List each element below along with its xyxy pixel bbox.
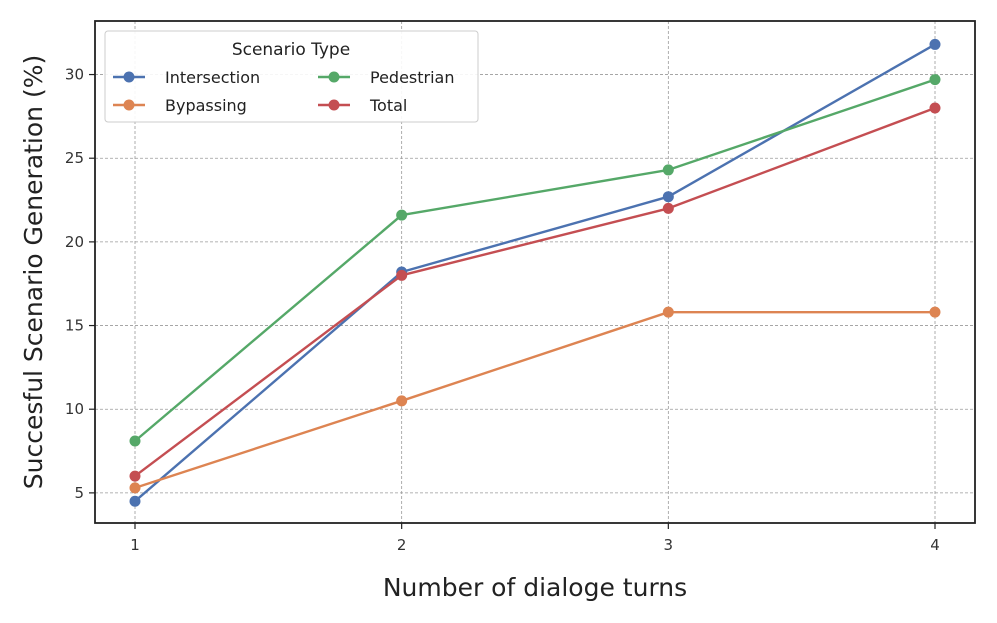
series-layer [129,38,941,507]
data-point-bypassing [662,306,674,318]
y-tick-label: 30 [65,66,84,84]
x-tick-label: 3 [664,536,674,554]
data-point-pedestrian [396,209,408,221]
y-axis-label: Succesful Scenario Generation (%) [19,55,48,489]
data-point-intersection [129,495,141,507]
y-tick-label: 15 [65,317,84,335]
legend: Scenario Type Intersection Bypassing Pedes… [104,30,479,123]
legend-title: Scenario Type [232,40,350,60]
series-line-bypassing [134,311,935,490]
legend-marker-total [328,99,340,111]
data-point-intersection [662,191,674,203]
data-point-total [662,202,674,214]
legend-entries: Intersection Bypassing Pedestrian Total [113,68,455,115]
data-point-bypassing [396,395,408,407]
legend-item-bypassing: Bypassing [113,96,247,115]
series-bypassing [129,306,941,494]
data-point-total [396,269,408,281]
x-tick-label: 4 [930,536,940,554]
ticks-layer: 1 2 3 4 5 10 15 20 25 30 [65,66,940,554]
legend-item-total: Total [318,96,407,115]
x-tick-label: 1 [130,536,140,554]
legend-label-intersection: Intersection [165,68,260,87]
series-line-intersection [134,43,936,503]
legend-marker-intersection [123,71,135,83]
x-axis-label: Number of dialoge turns [383,573,687,602]
legend-item-intersection: Intersection [113,68,260,87]
legend-label-total: Total [369,96,407,115]
series-total [129,102,941,482]
series-pedestrian [129,74,941,447]
plot-frame [94,20,976,524]
data-point-pedestrian [929,74,941,86]
y-tick-label: 25 [65,149,84,167]
data-point-intersection [929,38,941,50]
y-tick-label: 10 [65,400,84,418]
data-point-bypassing [129,482,141,494]
legend-marker-pedestrian [328,71,340,83]
legend-marker-bypassing [123,99,135,111]
legend-label-bypassing: Bypassing [165,96,247,115]
legend-box [104,30,479,123]
legend-item-pedestrian: Pedestrian [318,68,455,87]
data-point-pedestrian [662,164,674,176]
data-point-total [129,470,141,482]
series-line-total [134,106,936,478]
data-point-pedestrian [129,435,141,447]
legend-label-pedestrian: Pedestrian [370,68,455,87]
series-line-pedestrian [134,78,936,442]
x-tick-label: 2 [397,536,407,554]
y-tick-label: 5 [74,484,84,502]
y-tick-label: 20 [65,233,84,251]
data-point-total [929,102,941,114]
data-point-bypassing [929,306,941,318]
